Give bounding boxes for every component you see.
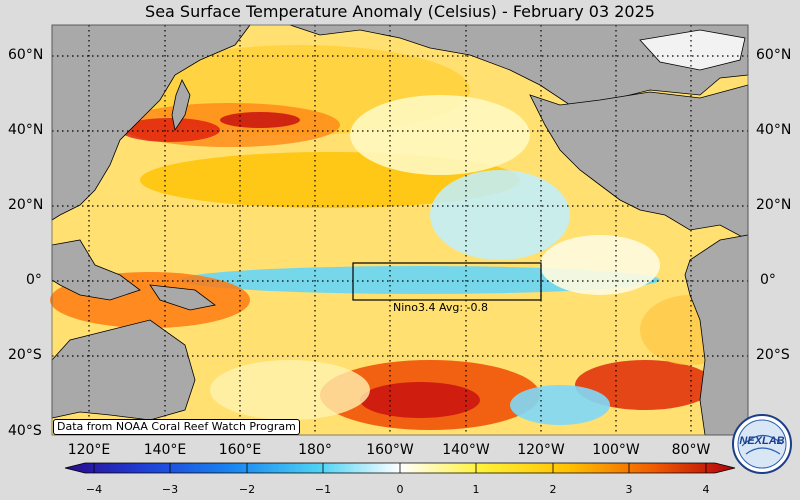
new-guinea: [149, 284, 216, 311]
colorbar-tick-minus3: −3: [161, 483, 179, 496]
japan-island: [171, 79, 191, 132]
arctic-ice: [639, 29, 746, 71]
graticule: [52, 25, 748, 435]
lon-label-160w: 160°W: [366, 442, 414, 458]
colorbar-dividers: [93, 463, 707, 473]
colorbar-tick-2: 2: [549, 483, 557, 496]
land-masses: [51, 24, 749, 436]
lat-label-60n-right: 60°N: [756, 47, 792, 63]
svg-text:NEXLAB: NEXLAB: [739, 435, 784, 447]
lat-label-40n-left: 40°N: [8, 122, 44, 138]
maritime-asia: [51, 239, 141, 301]
nino34-average-label: Nino3.4 Avg: -0.8: [393, 301, 489, 314]
colorbar-tick-0: 0: [396, 483, 404, 496]
asia-landmass: [51, 24, 251, 221]
colorbar-tick-1: 1: [472, 483, 480, 496]
north-america-landmass: [529, 84, 749, 241]
map-title: Sea Surface Temperature Anomaly (Celsius…: [145, 2, 655, 21]
lat-label-20n-right: 20°N: [756, 197, 792, 213]
lat-label-40n-right: 40°N: [756, 122, 792, 138]
lat-label-0-left: 0°: [26, 272, 42, 288]
lon-label-140e: 140°E: [143, 442, 187, 458]
lat-label-40s-left: 40°S: [8, 423, 42, 439]
lat-label-0-right: 0°: [760, 272, 776, 288]
south-america-landmass: [684, 234, 749, 436]
colorbar-tick-minus1: −1: [314, 483, 332, 496]
australia-landmass: [51, 319, 196, 421]
lat-label-20n-left: 20°N: [8, 197, 44, 213]
colorbar-tick-3: 3: [625, 483, 633, 496]
lon-label-120e: 120°E: [67, 442, 111, 458]
lat-label-20s-left: 20°S: [8, 347, 42, 363]
lon-label-100w: 100°W: [592, 442, 640, 458]
lon-label-80w: 80°W: [671, 442, 711, 458]
nino34-box: [352, 262, 542, 301]
data-credit: Data from NOAA Coral Reef Watch Program: [53, 419, 300, 435]
colorbar-tick-minus4: −4: [85, 483, 103, 496]
lon-label-120w: 120°W: [517, 442, 565, 458]
alaska-landmass: [289, 24, 749, 106]
colorbar-tick-4: 4: [702, 483, 710, 496]
lon-label-140w: 140°W: [442, 442, 490, 458]
lon-label-160e: 160°E: [218, 442, 262, 458]
lon-label-180: 180°: [298, 442, 332, 458]
lat-label-20s-right: 20°S: [756, 347, 790, 363]
nexlab-logo: NEXLAB: [732, 414, 792, 474]
map-frame: [51, 24, 749, 436]
lat-label-60n-left: 60°N: [8, 47, 44, 63]
colorbar-tick-minus2: −2: [238, 483, 256, 496]
